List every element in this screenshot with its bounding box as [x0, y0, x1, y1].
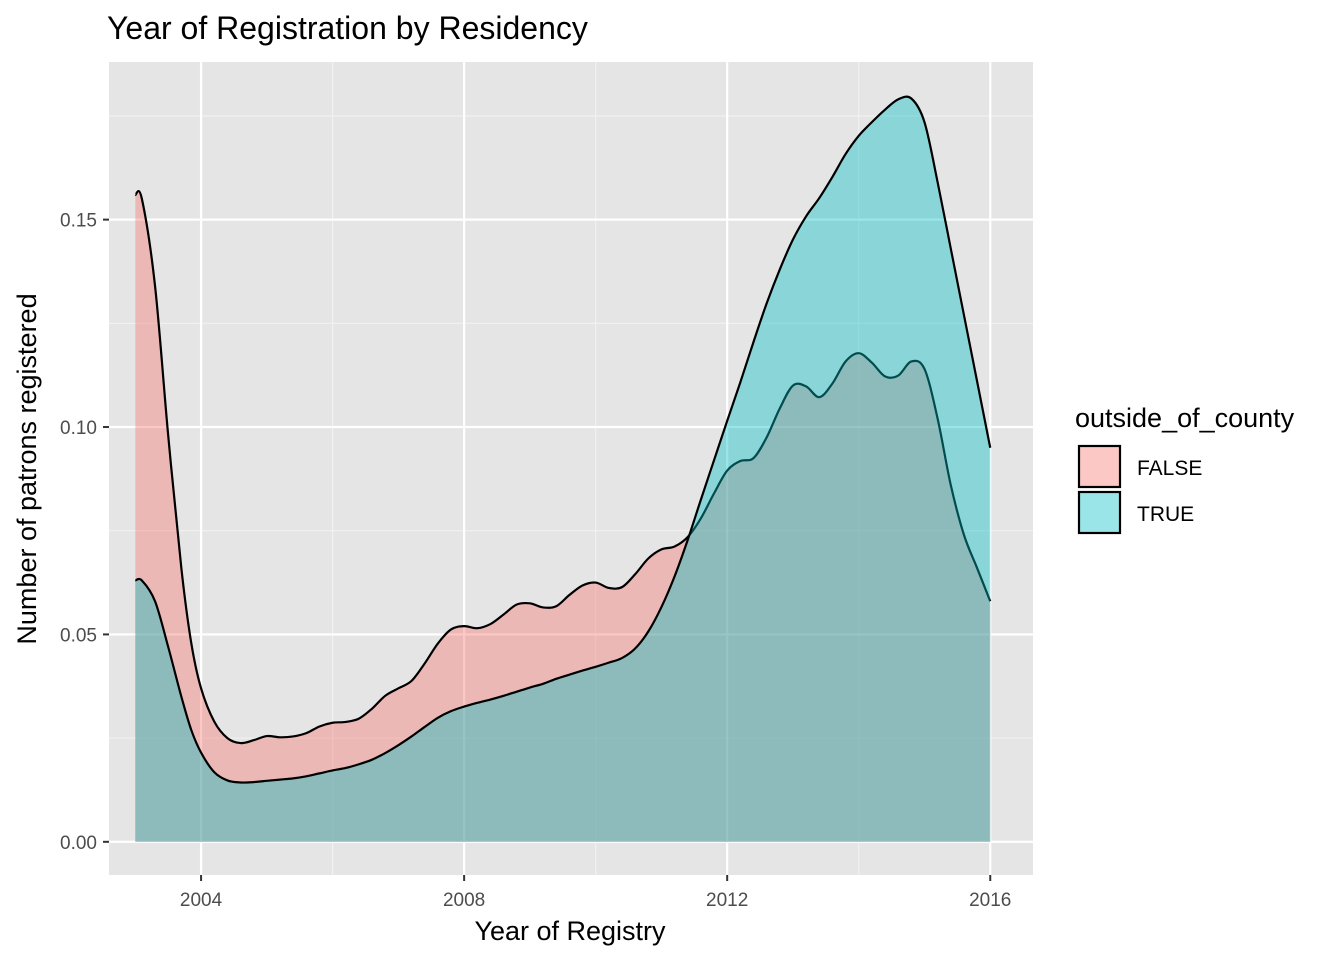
x-tick-label: 2016 [969, 890, 1011, 911]
x-axis-title: Year of Registry [474, 916, 666, 946]
legend-label-false: FALSE [1137, 457, 1202, 480]
y-tick-label: 0.00 [60, 833, 97, 854]
plot-panel [109, 62, 1033, 875]
x-tick-label: 2012 [706, 890, 748, 911]
y-axis: 0.00 0.05 0.10 0.15 [60, 211, 109, 854]
density-line-false [134, 189, 992, 745]
chart-title: Year of Registration by Residency [107, 10, 588, 46]
legend-title: outside_of_county [1075, 403, 1295, 433]
series-layer [134, 95, 992, 842]
density-line-true [134, 95, 992, 784]
legend-key-bg-false [1079, 446, 1120, 487]
legend-key-bg-true [1079, 492, 1120, 533]
major-grid [109, 62, 1033, 875]
y-tick-label: 0.10 [60, 418, 97, 439]
density-area-true [135, 96, 991, 842]
y-axis-title: Number of patrons registered [12, 293, 42, 644]
legend-label-true: TRUE [1137, 503, 1194, 526]
legend: outside_of_county FALSE TRUE [1075, 403, 1295, 535]
x-axis: 2004 2008 2012 2016 [180, 875, 1011, 911]
y-tick-label: 0.05 [60, 625, 97, 646]
x-tick-label: 2004 [180, 890, 223, 911]
legend-key-false [1077, 444, 1122, 489]
density-area-false [135, 191, 991, 842]
legend-items: FALSE TRUE [1077, 444, 1202, 535]
x-tick-label: 2008 [443, 890, 485, 911]
y-tick-label: 0.15 [60, 211, 97, 232]
legend-key-true [1077, 490, 1122, 535]
